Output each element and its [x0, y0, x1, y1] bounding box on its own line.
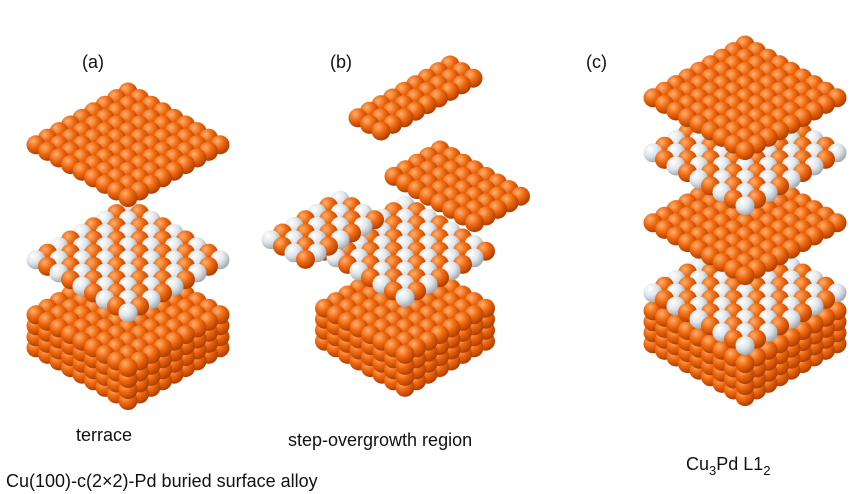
caption-subscript: 2 — [763, 463, 770, 478]
cu-atom — [119, 188, 138, 207]
cu-atom — [396, 345, 415, 364]
panel-caption: terrace — [76, 425, 132, 445]
pd-atom — [736, 196, 755, 215]
cu-atom — [296, 250, 315, 269]
pd-atom — [736, 336, 755, 355]
panel-label: (a) — [82, 52, 104, 72]
pd-atom — [119, 303, 138, 322]
panel-label: (c) — [586, 52, 607, 72]
caption-subscript: 3 — [709, 463, 716, 478]
panel-caption: step-overgrowth region — [288, 430, 472, 450]
pd-atom — [396, 288, 415, 307]
panel-label: (b) — [330, 52, 352, 72]
cu-atom — [736, 266, 755, 285]
figure-caption: Cu(100)-c(2×2)-Pd buried surface alloy — [6, 471, 318, 491]
atom-models — [27, 36, 847, 411]
cu-atom — [465, 213, 484, 232]
caption-part: Pd L1 — [716, 454, 763, 474]
cu-atom — [372, 122, 391, 141]
caption-part: Cu — [686, 454, 709, 474]
cu-atom — [736, 354, 755, 373]
figure: (a) (b) (c) terrace step-overgrowth regi… — [0, 0, 865, 494]
cu-atom — [119, 358, 138, 377]
panel-caption: Cu3Pd L12 — [686, 454, 771, 478]
cu-atom — [736, 141, 755, 160]
